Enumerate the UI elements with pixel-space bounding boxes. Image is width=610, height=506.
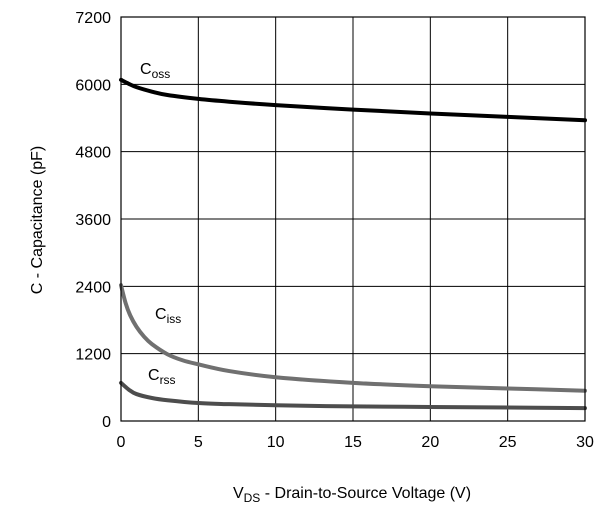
plot-frame: [120, 16, 586, 422]
x-tick-label: 25: [499, 434, 517, 451]
series-label-crss-subscript: rss: [160, 373, 176, 387]
x-tick-label: 5: [194, 434, 203, 451]
x-tick-label: 10: [267, 434, 285, 451]
y-tick-label: 0: [102, 414, 111, 431]
x-tick-labels: 0 5 10 15 20 25 30: [117, 434, 594, 451]
series-label-coss: Coss: [140, 61, 170, 81]
y-tick-label: 6000: [75, 77, 111, 94]
series-label-coss-subscript: oss: [152, 67, 171, 81]
grid: [120, 16, 586, 422]
series-line-ciss: [119, 283, 587, 393]
x-tick-label: 15: [344, 434, 362, 451]
series-lines: [119, 77, 587, 411]
x-axis-label: VDS - Drain-to-Source Voltage (V): [233, 485, 471, 505]
series-line-coss: [119, 77, 587, 123]
x-tick-label: 0: [117, 434, 126, 451]
x-axis-label-rest: - Drain-to-Source Voltage (V): [260, 485, 471, 502]
y-tick-labels: 0 1200 2400 3600 4800 6000 7200: [75, 10, 111, 431]
x-axis-label-subscript: DS: [244, 491, 261, 505]
series-label-ciss-main: C: [155, 306, 167, 323]
x-tick-label: 30: [576, 434, 594, 451]
series-label-ciss: Ciss: [155, 306, 181, 326]
series-label-crss-main: C: [148, 367, 160, 384]
series-label-coss-main: C: [140, 61, 152, 78]
series-label-ciss-subscript: iss: [167, 312, 182, 326]
y-tick-label: 7200: [75, 10, 111, 27]
y-axis-label: C - Capacitance (pF): [29, 146, 46, 295]
x-axis-label-main: V: [233, 485, 244, 502]
y-tick-label: 4800: [75, 145, 111, 162]
x-tick-label: 20: [421, 434, 439, 451]
series-line-crss: [119, 380, 587, 411]
y-tick-label: 1200: [75, 347, 111, 364]
series-label-crss: Crss: [148, 367, 176, 387]
y-tick-label: 3600: [75, 212, 111, 229]
y-tick-label: 2400: [75, 279, 111, 296]
